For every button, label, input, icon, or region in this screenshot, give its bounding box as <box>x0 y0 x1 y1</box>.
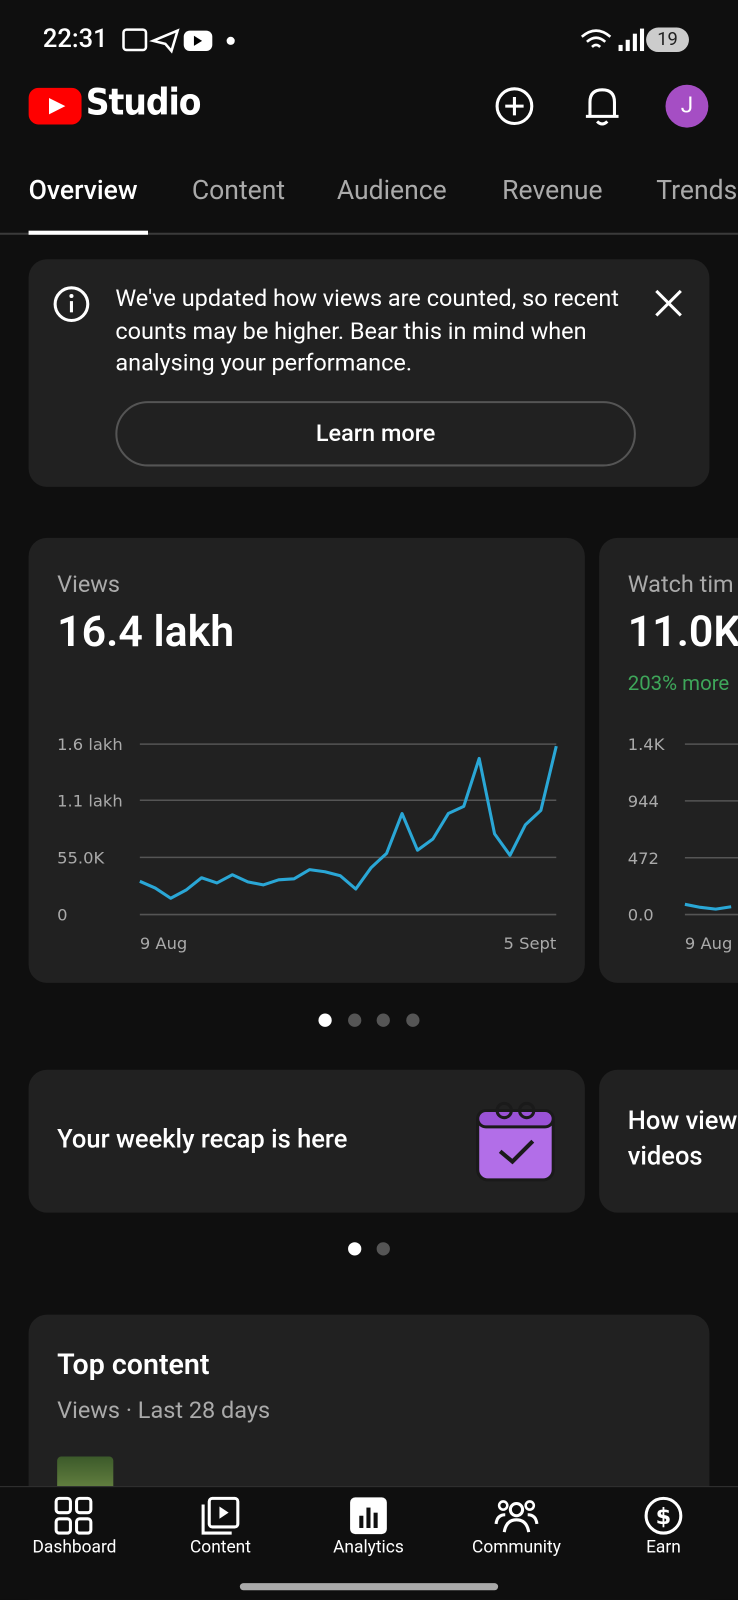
nav-label[interactable]: Dashboard <box>32 1537 117 1558</box>
views-chart: 0 55.0K 1.1 lakh 1.6 lakh 9 Aug 5 Sept <box>57 735 558 953</box>
y-tick-label: 55.0K <box>57 849 105 868</box>
dashboard-icon[interactable] <box>53 1495 94 1536</box>
section-title: Top content <box>57 1347 210 1382</box>
nav-label[interactable]: Earn <box>646 1537 681 1558</box>
logo-text: Studio <box>85 81 202 124</box>
y-tick-label: 472 <box>628 849 659 868</box>
pager-dot <box>406 1013 420 1027</box>
community-icon[interactable] <box>494 1495 539 1536</box>
home-indicator <box>239 1583 499 1591</box>
content-icon[interactable] <box>200 1495 241 1536</box>
x-tick-label: 9 Aug <box>140 934 187 953</box>
tab[interactable]: Overview <box>28 175 138 207</box>
section-subtitle: Views · Last 28 days <box>57 1396 271 1424</box>
watch-time-chart: 0.0 472 944 1.4K 9 Aug <box>628 735 738 953</box>
close-button[interactable] <box>653 288 684 319</box>
notice-card: We've updated how views are counted, so … <box>28 259 710 487</box>
tab[interactable]: Content <box>191 175 286 207</box>
recap-text: How view <box>627 1106 738 1137</box>
y-tick-label: 944 <box>628 792 659 811</box>
notice-text: We've updated how views are counted, so … <box>115 284 619 377</box>
notifications-button[interactable] <box>582 84 623 129</box>
x-tick-label: 5 Sept <box>504 934 557 953</box>
y-tick-label: 0.0 <box>628 906 654 925</box>
tab[interactable]: Revenue <box>502 175 603 207</box>
pager-dot <box>348 1242 362 1256</box>
recap-text: Your weekly recap is here <box>57 1124 348 1155</box>
metric-label: Watch tim <box>627 570 734 599</box>
x-tick-label: 9 Aug <box>685 934 732 953</box>
clock: 22:31 <box>42 24 108 55</box>
recap-card[interactable]: How view videos <box>599 1069 738 1213</box>
metric-change: 203% more <box>627 670 730 696</box>
y-tick-label: 0 <box>57 906 67 925</box>
metric-value: 16.4 lakh <box>57 607 235 658</box>
tab[interactable]: Trends <box>656 175 738 207</box>
metric-label: Views <box>57 570 121 599</box>
analytics-icon[interactable] <box>348 1495 389 1536</box>
y-tick-label: 1.6 lakh <box>57 735 123 754</box>
line-series <box>684 902 732 911</box>
signal-icons <box>580 28 645 52</box>
pager-dot <box>376 1242 390 1256</box>
calendar-icon <box>476 1101 555 1182</box>
pager-dot <box>376 1013 390 1027</box>
nav-label[interactable]: Analytics <box>333 1537 404 1558</box>
battery: 19 <box>646 27 689 53</box>
tab-divider <box>0 232 738 235</box>
nav-label[interactable]: Community <box>472 1537 561 1558</box>
pager-dot <box>348 1013 362 1027</box>
pager-dot <box>318 1013 332 1027</box>
nav-label[interactable]: Content <box>190 1537 251 1558</box>
info-icon <box>53 286 90 323</box>
learn-more-button[interactable]: Learn more <box>115 401 636 467</box>
y-tick-label: 1.1 lakh <box>57 791 123 810</box>
recap-card[interactable]: Your weekly recap is here <box>28 1069 585 1213</box>
tab-indicator <box>28 230 149 235</box>
avatar[interactable]: J <box>665 84 709 128</box>
metric-value: 11.0K <box>627 607 738 658</box>
earn-icon[interactable]: $ <box>643 1495 684 1536</box>
y-tick-label: 1.4K <box>628 735 666 754</box>
youtube-logo <box>28 87 82 125</box>
tab[interactable]: Audience <box>336 175 447 207</box>
watch-time-card[interactable]: Watch tim 11.0K 203% more 0.0 472 944 1.4K 9… <box>599 537 738 983</box>
svg-text:$: $ <box>656 1504 672 1530</box>
create-button[interactable] <box>494 86 535 127</box>
line-series <box>139 745 558 900</box>
views-card[interactable]: Views 16.4 lakh 0 55.0K 1.1 lakh 1.6 lakh 9 … <box>28 537 585 983</box>
recap-text: videos <box>627 1142 703 1172</box>
status-icons <box>122 28 235 54</box>
